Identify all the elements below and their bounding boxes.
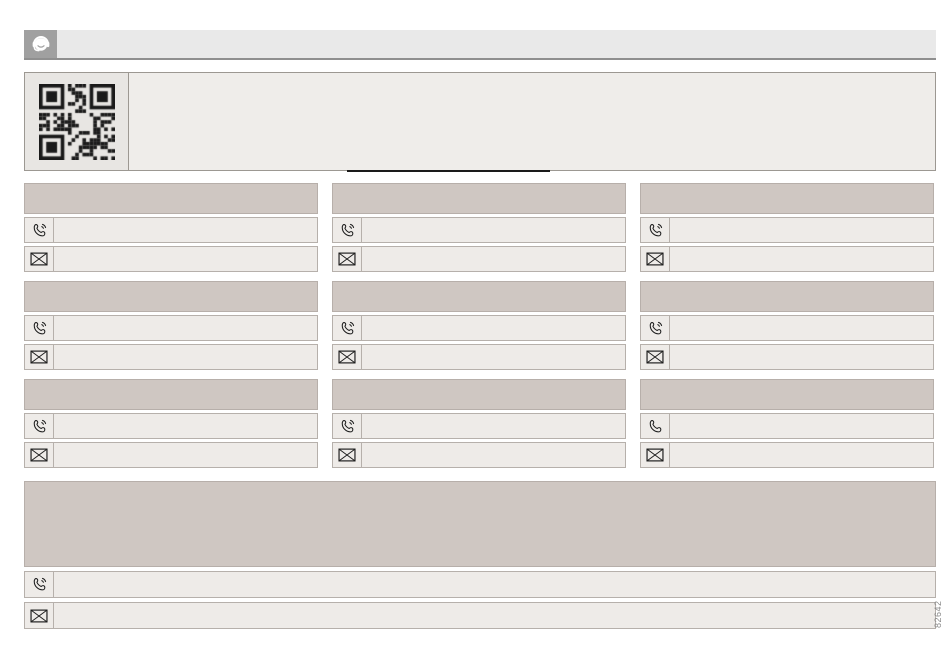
phone-row — [332, 413, 626, 439]
envelope-icon — [25, 603, 54, 628]
contact-card — [24, 379, 318, 468]
contact-card-title — [24, 281, 318, 312]
top-header-bar — [24, 30, 936, 60]
contact-card — [640, 183, 934, 272]
phone-row — [24, 217, 318, 243]
phone-value — [670, 414, 933, 438]
phone-row — [640, 413, 934, 439]
phone-row — [640, 315, 934, 341]
email-row — [640, 442, 934, 468]
email-value — [362, 345, 625, 369]
contact-card-title — [332, 379, 626, 410]
figure-number-label: 82642 — [933, 600, 943, 628]
footer-phone-value — [54, 572, 935, 597]
footer-contact-block — [24, 481, 936, 629]
phone-row — [24, 413, 318, 439]
email-value — [670, 247, 933, 271]
phone-row — [24, 315, 318, 341]
phone-value — [362, 414, 625, 438]
envelope-icon — [333, 247, 362, 271]
contact-card — [24, 281, 318, 370]
email-row — [332, 442, 626, 468]
contact-card-title — [24, 379, 318, 410]
phone-icon — [25, 316, 54, 340]
phone-icon — [25, 572, 54, 597]
contact-card-title — [640, 281, 934, 312]
contact-card-title — [640, 183, 934, 214]
email-value — [54, 247, 317, 271]
phone-icon — [641, 316, 670, 340]
phone-value — [54, 218, 317, 242]
footer-email-value — [54, 603, 935, 628]
envelope-icon — [333, 345, 362, 369]
contact-card-title — [332, 281, 626, 312]
contact-card — [24, 183, 318, 272]
envelope-icon — [25, 345, 54, 369]
phone-row — [640, 217, 934, 243]
email-row — [640, 246, 934, 272]
envelope-icon — [333, 443, 362, 467]
phone-row — [332, 217, 626, 243]
qr-code-icon — [25, 73, 129, 170]
phone-value — [670, 218, 933, 242]
phone-plain-icon — [641, 414, 670, 438]
phone-value — [362, 316, 625, 340]
email-row — [332, 344, 626, 370]
contact-card — [640, 379, 934, 468]
contact-card-title — [24, 183, 318, 214]
email-row — [640, 344, 934, 370]
email-row — [24, 442, 318, 468]
email-row — [332, 246, 626, 272]
phone-icon — [25, 218, 54, 242]
contact-card — [332, 281, 626, 370]
headset-support-icon — [24, 30, 57, 58]
footer-phone-row — [24, 571, 936, 598]
footer-email-row — [24, 602, 936, 629]
contact-card-title — [332, 183, 626, 214]
top-bar-title — [57, 30, 936, 58]
email-value — [362, 443, 625, 467]
phone-icon — [333, 218, 362, 242]
email-value — [362, 247, 625, 271]
phone-value — [54, 414, 317, 438]
qr-section-body — [129, 73, 935, 172]
phone-icon — [25, 414, 54, 438]
footer-card-title — [24, 481, 936, 567]
envelope-icon — [25, 443, 54, 467]
email-value — [54, 443, 317, 467]
qr-link-section — [24, 72, 936, 172]
support-link[interactable] — [347, 155, 550, 172]
email-row — [24, 246, 318, 272]
contact-card — [332, 379, 626, 468]
phone-value — [362, 218, 625, 242]
contact-card — [332, 183, 626, 272]
envelope-icon — [641, 345, 670, 369]
phone-icon — [333, 414, 362, 438]
contact-card-title — [640, 379, 934, 410]
phone-icon — [333, 316, 362, 340]
phone-value — [670, 316, 933, 340]
email-value — [670, 345, 933, 369]
email-row — [24, 344, 318, 370]
contact-card — [640, 281, 934, 370]
phone-icon — [641, 218, 670, 242]
phone-value — [54, 316, 317, 340]
email-value — [670, 443, 933, 467]
envelope-icon — [641, 247, 670, 271]
phone-row — [332, 315, 626, 341]
envelope-icon — [25, 247, 54, 271]
email-value — [54, 345, 317, 369]
envelope-icon — [641, 443, 670, 467]
contact-cards-grid — [24, 183, 936, 468]
